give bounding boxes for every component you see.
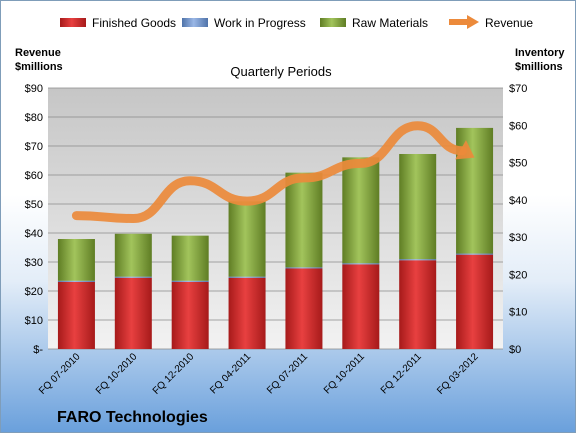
right-tick-label: $40 bbox=[509, 195, 527, 207]
bar-work-in-progress bbox=[171, 280, 209, 282]
left-tick-label: $- bbox=[33, 344, 43, 356]
right-axis-title-line1: Inventory bbox=[515, 47, 565, 59]
bar-work-in-progress bbox=[57, 280, 95, 282]
legend-swatch-finished-goods bbox=[60, 18, 86, 27]
left-tick-label: $20 bbox=[25, 286, 43, 298]
legend-label-finished-goods: Finished Goods bbox=[92, 16, 176, 30]
bar-finished-goods bbox=[285, 268, 323, 349]
legend-label-revenue: Revenue bbox=[485, 16, 533, 30]
legend-swatch-raw-materials bbox=[320, 18, 346, 27]
left-tick-label: $40 bbox=[25, 228, 43, 240]
left-axis-title-line1: Revenue bbox=[15, 47, 61, 59]
revenue-line bbox=[71, 121, 475, 224]
bar-finished-goods bbox=[171, 281, 209, 349]
left-tick-label: $50 bbox=[25, 199, 43, 211]
revenue-line-path bbox=[71, 121, 467, 224]
bar-raw-materials bbox=[171, 235, 209, 281]
category-label: FQ 10-2011 bbox=[322, 351, 367, 396]
bar-work-in-progress bbox=[285, 267, 323, 269]
bar-raw-materials bbox=[57, 239, 95, 281]
left-axis-ticks: $- $10 $20 $30 $40 $50 $60 $70 $80 $90 bbox=[25, 83, 44, 356]
bar-raw-materials bbox=[114, 233, 152, 277]
right-tick-label: $10 bbox=[509, 307, 527, 319]
bar-finished-goods bbox=[228, 277, 266, 349]
bar-work-in-progress bbox=[114, 276, 152, 278]
bar-work-in-progress bbox=[342, 263, 380, 265]
category-label: FQ 12-2011 bbox=[379, 351, 424, 396]
right-axis-title-line2: $millions bbox=[515, 61, 563, 73]
right-tick-label: $0 bbox=[509, 344, 521, 356]
bar-work-in-progress bbox=[399, 259, 437, 261]
left-tick-label: $90 bbox=[25, 83, 43, 95]
company-name: FARO Technologies bbox=[57, 409, 208, 426]
legend-label-raw-materials: Raw Materials bbox=[352, 16, 428, 30]
left-tick-label: $70 bbox=[25, 141, 43, 153]
legend-swatch-work-in-progress bbox=[182, 18, 208, 27]
right-tick-label: $60 bbox=[509, 120, 527, 132]
category-label: FQ 07-2010 bbox=[37, 351, 83, 397]
category-labels: FQ 07-2010 FQ 10-2010 FQ 12-2010 FQ 04-2011… bbox=[37, 351, 481, 397]
legend: Finished Goods Work in Progress Raw Mate… bbox=[60, 15, 533, 30]
bar-finished-goods bbox=[342, 264, 380, 349]
bar-work-in-progress bbox=[456, 253, 494, 255]
bar-raw-materials bbox=[285, 172, 323, 268]
bar-finished-goods bbox=[456, 254, 494, 349]
left-tick-label: $80 bbox=[25, 112, 43, 124]
bar-raw-materials bbox=[228, 201, 266, 277]
bar-finished-goods bbox=[399, 260, 437, 349]
category-label: FQ 03-2012 bbox=[435, 351, 481, 397]
left-tick-label: $10 bbox=[25, 315, 43, 327]
right-tick-label: $70 bbox=[509, 83, 527, 95]
bar-raw-materials bbox=[399, 153, 437, 260]
bar-finished-goods bbox=[57, 281, 95, 349]
left-axis-title-line2: $millions bbox=[15, 61, 63, 73]
category-label: FQ 12-2010 bbox=[151, 351, 197, 397]
legend-swatch-revenue bbox=[449, 15, 479, 29]
right-tick-label: $30 bbox=[509, 232, 527, 244]
category-label: FQ 07-2011 bbox=[265, 351, 310, 396]
bars bbox=[57, 127, 494, 349]
right-tick-label: $20 bbox=[509, 269, 527, 281]
revenue-arrowhead bbox=[455, 140, 475, 160]
legend-label-work-in-progress: Work in Progress bbox=[214, 16, 306, 30]
bar-finished-goods bbox=[114, 277, 152, 349]
bar-work-in-progress bbox=[228, 276, 266, 278]
right-axis-ticks: $0 $10 $20 $30 $40 $50 $60 $70 bbox=[509, 83, 527, 356]
left-tick-label: $30 bbox=[25, 257, 43, 269]
category-label: FQ 10-2010 bbox=[94, 351, 140, 397]
left-tick-label: $60 bbox=[25, 170, 43, 182]
bar-raw-materials bbox=[342, 157, 380, 264]
right-tick-label: $50 bbox=[509, 158, 527, 170]
plot-title: Quarterly Periods bbox=[230, 64, 332, 79]
category-label: FQ 04-2011 bbox=[208, 351, 253, 396]
